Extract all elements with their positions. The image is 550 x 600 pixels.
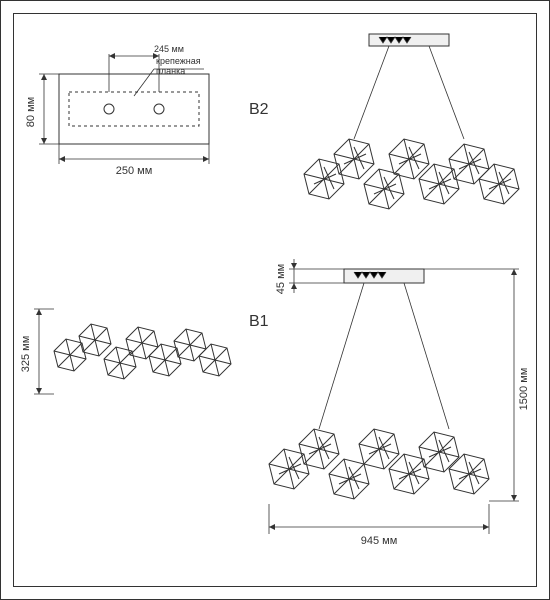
mounting-plate-view: 245 мм крепежная планка 80 мм 250 мм (25, 44, 209, 177)
mount-label-1: крепежная (156, 56, 201, 66)
technical-drawing: 245 мм крепежная планка 80 мм 250 мм B2 (14, 14, 538, 588)
chandelier-b1: 45 мм 945 мм 1500 мм (269, 259, 530, 547)
label-b1: B1 (249, 313, 269, 330)
side-cluster: 325 мм (20, 309, 231, 394)
side-height-dim: 325 мм (20, 336, 32, 373)
label-b2: B2 (249, 101, 269, 118)
mount-height: 80 мм (25, 97, 37, 127)
total-height-dim: 1500 мм (518, 368, 530, 411)
chandelier-b2 (304, 34, 519, 209)
diagram-page: 245 мм крепежная планка 80 мм 250 мм B2 (0, 0, 550, 600)
width-dim: 945 мм (361, 535, 398, 547)
inner-frame: 245 мм крепежная планка 80 мм 250 мм B2 (13, 13, 537, 587)
canopy-dim: 45 мм (275, 264, 287, 294)
mount-dim-245: 245 мм (154, 44, 184, 54)
mount-width: 250 мм (116, 165, 153, 177)
mount-label-2: планка (156, 66, 185, 76)
